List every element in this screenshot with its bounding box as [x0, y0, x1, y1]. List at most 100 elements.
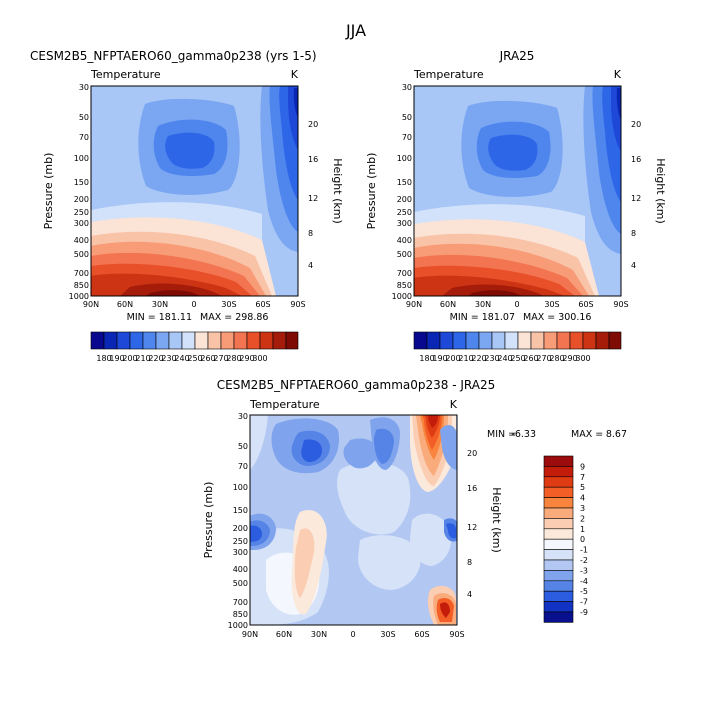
- colorbar-label: 260: [523, 354, 538, 363]
- panel-3-x-tick: 30N: [311, 630, 327, 639]
- panel-3-y-tick: 500: [233, 579, 248, 588]
- panel-1-x-tick: 60N: [117, 300, 133, 309]
- colorbar-label: -3: [580, 566, 588, 575]
- colorbar-swatch: [543, 528, 574, 540]
- panel-3-max-value: 8.67: [606, 429, 627, 440]
- panel-3-y-tick: 250: [233, 537, 248, 546]
- colorbar-swatch: [246, 331, 261, 350]
- panel-2-height-tick: 8: [631, 229, 636, 238]
- colorbar-label: 280: [549, 354, 564, 363]
- panel-1-y-tick: 200: [74, 195, 89, 204]
- panel-3-x-tick: 60N: [276, 630, 292, 639]
- panel-1-y-axis-label: Pressure (mb): [42, 153, 55, 230]
- colorbar-swatch: [465, 331, 480, 350]
- colorbar-label: 1: [580, 525, 585, 534]
- panel-3-y-tick: 300: [233, 548, 248, 557]
- colorbar-label: 4: [580, 494, 585, 503]
- colorbar-label: 210: [135, 354, 150, 363]
- panel-2-y-tick: 700: [397, 269, 412, 278]
- panel-1-y-tick: 500: [74, 250, 89, 259]
- colorbar-label: 290: [239, 354, 254, 363]
- panel-1-y-tick: 70: [79, 133, 89, 142]
- colorbar-swatch: [194, 331, 209, 350]
- colorbar-label: 180: [419, 354, 434, 363]
- colorbar-swatch: [543, 476, 574, 488]
- colorbar-swatch: [530, 331, 545, 350]
- panel-2-variable-label: Temperature: [413, 68, 484, 81]
- panel-1-units-label: K: [291, 68, 299, 81]
- panel-2-y-axis-label: Pressure (mb): [365, 153, 378, 230]
- panel-2-y-tick: 150: [397, 178, 412, 187]
- colorbar-swatch: [569, 331, 584, 350]
- panel-3-min-value: -6.33: [511, 429, 536, 440]
- colorbar-swatch: [155, 331, 170, 350]
- panel-1-y-tick: 30: [79, 83, 89, 92]
- panel-2-x-tick: 60N: [440, 300, 456, 309]
- colorbar-swatch: [543, 559, 574, 571]
- colorbar-swatch: [272, 331, 287, 350]
- panel-1-y-tick: 850: [74, 281, 89, 290]
- colorbar-label: -4: [580, 577, 588, 586]
- panel-1-min-value: MIN = 181.11: [127, 312, 192, 323]
- panel-1-y-tick: 50: [79, 113, 89, 122]
- panel-2-x-tick: 90S: [613, 300, 628, 309]
- panel-difference: CESM2B5_NFPTAERO60_gamma0p238 - JRA25 Te…: [202, 378, 627, 639]
- colorbar-label: 190: [432, 354, 447, 363]
- panel-3-height-tick: 8: [467, 558, 472, 567]
- panel-2-min-value: MIN = 181.07: [450, 312, 515, 323]
- colorbar-label: 290: [562, 354, 577, 363]
- panel-3-height-tick: 12: [467, 523, 477, 532]
- colorbar-swatch: [543, 570, 574, 582]
- colorbar-label: 220: [148, 354, 163, 363]
- colorbar-label: 3: [580, 504, 585, 513]
- panel-1-y-tick: 300: [74, 219, 89, 228]
- panel-3-y-tick: 30: [238, 412, 248, 421]
- panel-1-y-tick: 1000: [69, 292, 89, 301]
- panel-3-y-tick: 70: [238, 462, 248, 471]
- panel-2-y-tick: 50: [402, 113, 412, 122]
- colorbar-label: 200: [122, 354, 137, 363]
- colorbar-swatch: [439, 331, 454, 350]
- panel-1-x-tick: 90S: [290, 300, 305, 309]
- panel-model: CESM2B5_NFPTAERO60_gamma0p238 (yrs 1-5) …: [30, 49, 344, 363]
- colorbar-label: 180: [96, 354, 111, 363]
- panel-2-x-tick: 30S: [544, 300, 559, 309]
- colorbar-swatch: [556, 331, 571, 350]
- colorbar-swatch: [595, 331, 610, 350]
- panel-3-y-tick: 700: [233, 598, 248, 607]
- panel-3-y-tick: 850: [233, 610, 248, 619]
- colorbar-swatch: [582, 331, 597, 350]
- panel-3-y-tick: 400: [233, 565, 248, 574]
- colorbar-label: 250: [187, 354, 202, 363]
- colorbar-swatch: [543, 549, 574, 561]
- colorbar-label: 240: [174, 354, 189, 363]
- panel-3-variable-label: Temperature: [249, 398, 320, 411]
- colorbar-swatch: [543, 538, 574, 550]
- colorbar-swatch: [90, 331, 105, 350]
- colorbar-label: 190: [109, 354, 124, 363]
- panel-2-y-tick: 400: [397, 236, 412, 245]
- colorbar-label: 210: [458, 354, 473, 363]
- colorbar-label: 240: [497, 354, 512, 363]
- colorbar-swatch: [452, 331, 467, 350]
- colorbar-swatch: [543, 590, 574, 602]
- panel-3-colorbar: 9 7 5 4 3 2 1 0 -1 -2 -3 -4 -5 -7 -9: [543, 455, 588, 623]
- colorbar-swatch: [517, 331, 532, 350]
- panel-2-x-tick: 0: [514, 300, 519, 309]
- colorbar-label: 200: [445, 354, 460, 363]
- colorbar-label: -2: [580, 556, 588, 565]
- panel-3-height-tick: 16: [467, 484, 477, 493]
- panel-2-units-label: K: [614, 68, 622, 81]
- panel-1-variable-label: Temperature: [90, 68, 161, 81]
- colorbar-swatch: [543, 580, 574, 592]
- panel-2-y-tick: 300: [397, 219, 412, 228]
- panel-1-colorbar: 180 190 200 210 220 230 240 250 260 270 …: [90, 331, 299, 363]
- panel-3-y-tick: 100: [233, 483, 248, 492]
- panel-2-contour-field: [414, 86, 621, 296]
- panel-3-y-tick: 150: [233, 506, 248, 515]
- panel-2-title: JRA25: [499, 49, 535, 63]
- colorbar-swatch: [259, 331, 274, 350]
- colorbar-swatch: [543, 611, 574, 623]
- panel-3-contour-field: [250, 415, 457, 625]
